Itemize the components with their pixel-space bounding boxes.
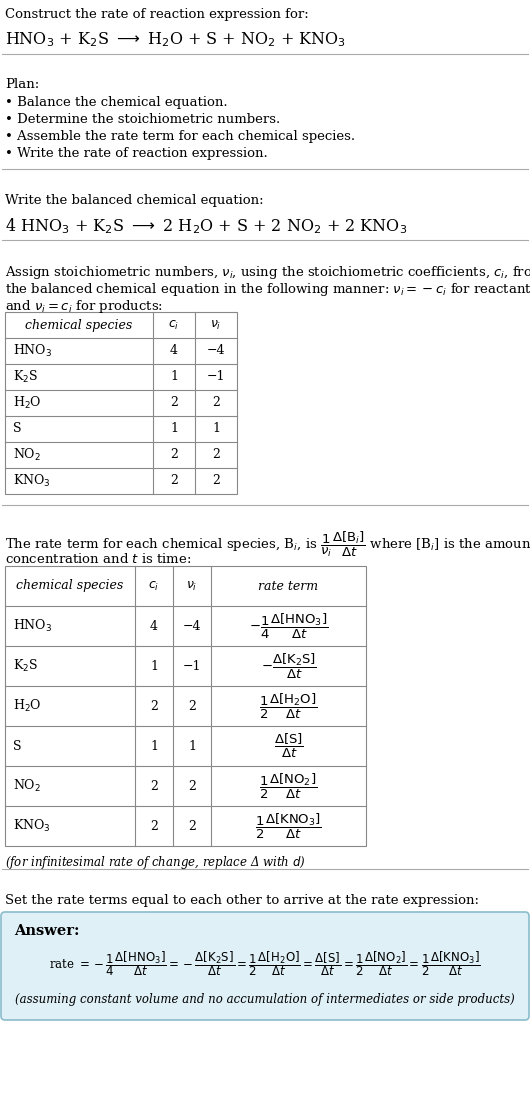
Text: 4: 4 [150,619,158,633]
Text: −1: −1 [183,659,201,673]
Text: 2: 2 [212,475,220,487]
Text: $\nu_i$: $\nu_i$ [187,579,198,593]
Text: −1: −1 [207,370,225,384]
Text: 2: 2 [188,820,196,833]
Text: NO$_2$: NO$_2$ [13,778,41,794]
Text: 2: 2 [188,699,196,713]
Text: Answer:: Answer: [14,924,80,939]
Text: 1: 1 [188,739,196,753]
Text: S: S [13,423,22,436]
Text: rate $= -\dfrac{1}{4}\dfrac{\Delta[\mathrm{HNO_3}]}{\Delta t} = -\dfrac{\Delta[\: rate $= -\dfrac{1}{4}\dfrac{\Delta[\math… [49,950,481,979]
Text: 1: 1 [170,370,178,384]
Text: 2: 2 [150,820,158,833]
Text: rate term: rate term [259,579,319,593]
Text: H$_2$O: H$_2$O [13,395,41,411]
Text: 1: 1 [150,739,158,753]
Text: $\nu_i$: $\nu_i$ [210,318,222,331]
Text: K$_2$S: K$_2$S [13,369,38,385]
FancyBboxPatch shape [1,912,529,1020]
Text: $\dfrac{1}{2}\dfrac{\Delta[\mathrm{KNO_3}]}{\Delta t}$: $\dfrac{1}{2}\dfrac{\Delta[\mathrm{KNO_3… [255,812,322,841]
Text: chemical species: chemical species [25,318,132,331]
Text: $c_i$: $c_i$ [169,318,180,331]
Text: HNO$_3$: HNO$_3$ [13,342,52,359]
Text: Assign stoichiometric numbers, $\nu_i$, using the stoichiometric coefficients, $: Assign stoichiometric numbers, $\nu_i$, … [5,264,530,281]
Text: $-\dfrac{\Delta[\mathrm{K_2S}]}{\Delta t}$: $-\dfrac{\Delta[\mathrm{K_2S}]}{\Delta t… [261,652,316,681]
Text: • Balance the chemical equation.: • Balance the chemical equation. [5,96,227,109]
Text: (for infinitesimal rate of change, replace Δ with $d$): (for infinitesimal rate of change, repla… [5,854,306,871]
Text: 2: 2 [150,699,158,713]
Text: Construct the rate of reaction expression for:: Construct the rate of reaction expressio… [5,8,309,21]
Text: 1: 1 [150,659,158,673]
Text: Set the rate terms equal to each other to arrive at the rate expression:: Set the rate terms equal to each other t… [5,894,479,907]
Text: $\dfrac{1}{2}\dfrac{\Delta[\mathrm{NO_2}]}{\Delta t}$: $\dfrac{1}{2}\dfrac{\Delta[\mathrm{NO_2}… [259,772,317,801]
Text: HNO$_3$ + K$_2$S $\longrightarrow$ H$_2$O + S + NO$_2$ + KNO$_3$: HNO$_3$ + K$_2$S $\longrightarrow$ H$_2$… [5,30,346,49]
Bar [5,566,366,846]
Text: The rate term for each chemical species, B$_i$, is $\dfrac{1}{\nu_i}\dfrac{\Delt: The rate term for each chemical species,… [5,530,530,559]
Text: (assuming constant volume and no accumulation of intermediates or side products): (assuming constant volume and no accumul… [15,993,515,1005]
Text: 2: 2 [212,448,220,461]
Text: $-\dfrac{1}{4}\dfrac{\Delta[\mathrm{HNO_3}]}{\Delta t}$: $-\dfrac{1}{4}\dfrac{\Delta[\mathrm{HNO_… [249,612,328,641]
Text: Write the balanced chemical equation:: Write the balanced chemical equation: [5,193,263,207]
Text: KNO$_3$: KNO$_3$ [13,818,50,834]
Text: and $\nu_i = c_i$ for products:: and $\nu_i = c_i$ for products: [5,298,163,315]
Text: the balanced chemical equation in the following manner: $\nu_i = -c_i$ for react: the balanced chemical equation in the fo… [5,281,530,298]
Text: KNO$_3$: KNO$_3$ [13,473,50,489]
Text: $c_i$: $c_i$ [148,579,160,593]
Text: 2: 2 [170,397,178,409]
Text: concentration and $t$ is time:: concentration and $t$ is time: [5,552,191,566]
Text: −4: −4 [183,619,201,633]
Text: 4 HNO$_3$ + K$_2$S $\longrightarrow$ 2 H$_2$O + S + 2 NO$_2$ + 2 KNO$_3$: 4 HNO$_3$ + K$_2$S $\longrightarrow$ 2 H… [5,216,407,236]
Bar [5,312,237,494]
Text: chemical species: chemical species [16,579,123,593]
Text: 2: 2 [170,475,178,487]
Text: • Assemble the rate term for each chemical species.: • Assemble the rate term for each chemic… [5,130,355,143]
Text: −4: −4 [207,345,225,357]
Text: H$_2$O: H$_2$O [13,698,41,714]
Text: S: S [13,739,22,753]
Text: 2: 2 [150,780,158,793]
Text: 4: 4 [170,345,178,357]
Text: 2: 2 [170,448,178,461]
Text: $\dfrac{\Delta[\mathrm{S}]}{\Delta t}$: $\dfrac{\Delta[\mathrm{S}]}{\Delta t}$ [273,732,303,761]
Text: K$_2$S: K$_2$S [13,658,38,674]
Text: NO$_2$: NO$_2$ [13,447,41,463]
Text: 2: 2 [212,397,220,409]
Text: • Write the rate of reaction expression.: • Write the rate of reaction expression. [5,147,268,160]
Text: 1: 1 [170,423,178,436]
Text: HNO$_3$: HNO$_3$ [13,618,52,634]
Text: Plan:: Plan: [5,78,39,91]
Text: • Determine the stoichiometric numbers.: • Determine the stoichiometric numbers. [5,113,280,126]
Text: $\dfrac{1}{2}\dfrac{\Delta[\mathrm{H_2O}]}{\Delta t}$: $\dfrac{1}{2}\dfrac{\Delta[\mathrm{H_2O}… [259,692,317,721]
Text: 2: 2 [188,780,196,793]
Text: 1: 1 [212,423,220,436]
